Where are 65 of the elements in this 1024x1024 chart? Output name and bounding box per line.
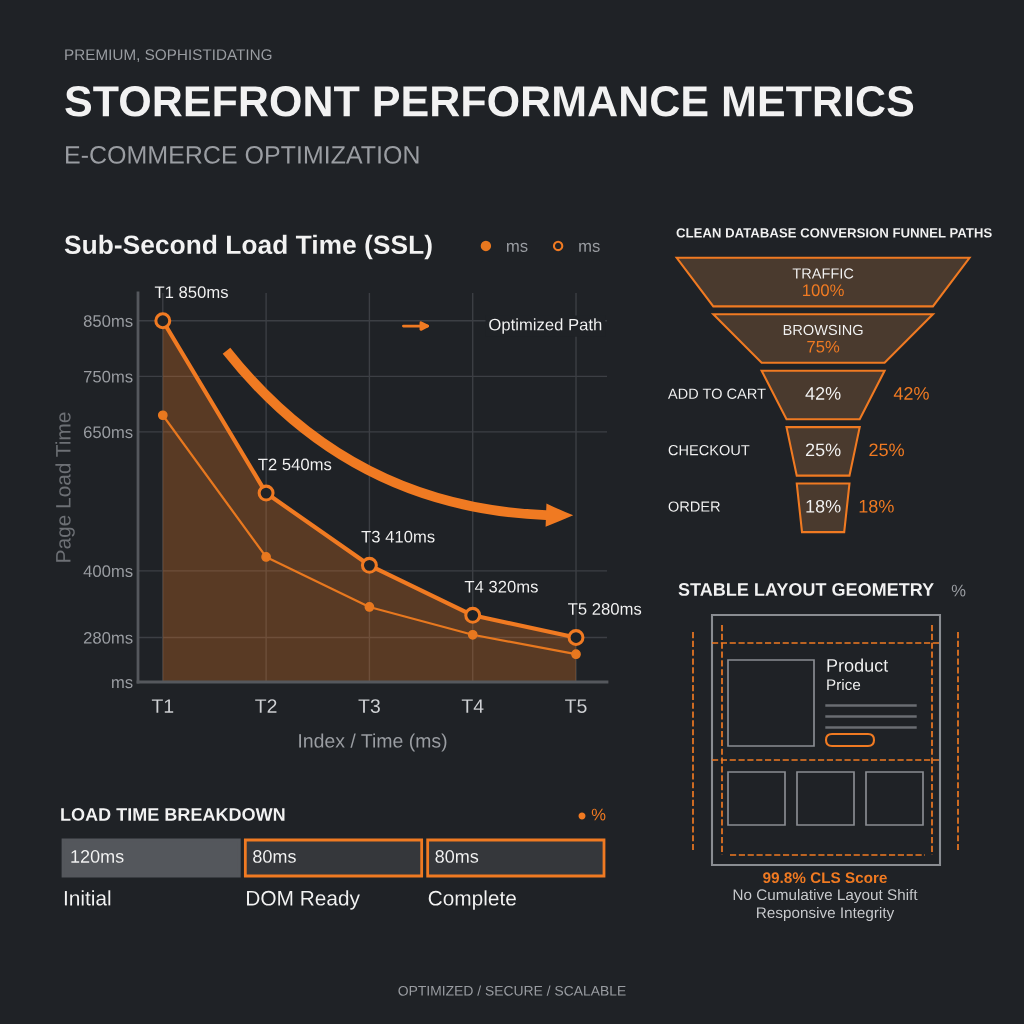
- y-tick-label: 750ms: [83, 370, 133, 383]
- point: [567, 629, 585, 647]
- chart-title: Sub-Second Load Time (SSL): [64, 234, 432, 260]
- category-label: ADD TO CART: [667, 388, 766, 399]
- point: [364, 602, 375, 612]
- y-tick-label: 650ms: [83, 426, 133, 439]
- data-label: 18%: [806, 499, 841, 513]
- annotation: T4 320ms: [464, 580, 538, 593]
- text: STOREFRONT PERFORMANCE METRICS: [65, 86, 914, 117]
- data-label: 42%: [805, 387, 841, 400]
- text: No Cumulative Layout Shift: [733, 888, 918, 904]
- text: 80ms: [435, 850, 479, 863]
- data-label: 100%: [803, 284, 844, 297]
- point: [157, 410, 168, 421]
- y-axis-title: Page Load Time: [55, 412, 75, 562]
- category-label: Complete: [428, 890, 516, 910]
- text: E-COMMERCE OPTIMIZATION: [66, 146, 419, 164]
- annotation: T1 850ms: [154, 286, 228, 299]
- point: [464, 606, 482, 624]
- text: 80ms: [253, 850, 296, 863]
- x-tick-label: T1: [151, 699, 174, 713]
- category-label: ORDER: [668, 501, 720, 512]
- text: 18%: [859, 499, 894, 513]
- annotation: T2 540ms: [258, 458, 332, 471]
- y-tick-label: 280ms: [83, 631, 133, 644]
- text: %: [951, 584, 966, 597]
- category-label: TRAFFIC: [792, 268, 854, 279]
- text: Responsive Integrity: [757, 906, 895, 922]
- text: 99.8% CLS Score: [763, 872, 887, 884]
- text: Price: [827, 678, 861, 691]
- x-tick-label: T5: [565, 699, 587, 713]
- text: %: [591, 808, 606, 821]
- point: [257, 484, 275, 502]
- point: [261, 552, 271, 562]
- x-tick-label: T4: [461, 699, 484, 713]
- category-label: Initial: [64, 890, 111, 906]
- y-tick-label: 400ms: [83, 565, 133, 578]
- y-tick-label: 850ms: [83, 315, 133, 327]
- text: Product: [827, 658, 889, 672]
- point: [154, 312, 172, 330]
- text: LOAD TIME BREAKDOWN: [61, 808, 285, 821]
- point: [360, 556, 378, 574]
- text: STABLE LAYOUT GEOMETRY: [678, 583, 934, 596]
- text: PREMIUM, SOPHISTIDATING: [65, 49, 272, 62]
- y-tick-label: ms: [112, 679, 133, 689]
- category-label: CHECKOUT: [668, 444, 750, 456]
- category-label: BROWSING: [783, 324, 863, 336]
- point: [571, 649, 581, 660]
- x-axis-title: Index / Time (ms): [299, 733, 447, 752]
- text: OPTIMIZED / SECURE / SCALABLE: [398, 985, 626, 996]
- data-label: 75%: [807, 340, 840, 353]
- annotation: T5 280ms: [568, 603, 642, 615]
- legend-label: ms: [579, 242, 600, 252]
- text: 42%: [893, 387, 929, 400]
- point: [467, 629, 478, 640]
- annotation: Optimized Path: [489, 318, 602, 334]
- x-tick-label: T2: [255, 699, 277, 713]
- data-label: 25%: [805, 443, 841, 457]
- text: 120ms: [71, 850, 124, 863]
- annotation: T3 410ms: [361, 530, 435, 543]
- category-label: DOM Ready: [247, 890, 360, 910]
- text: CLEAN DATABASE CONVERSION FUNNEL PATHS: [676, 228, 992, 238]
- legend-label: ms: [507, 242, 528, 252]
- x-tick-label: T3: [358, 699, 380, 713]
- text: 25%: [869, 443, 904, 457]
